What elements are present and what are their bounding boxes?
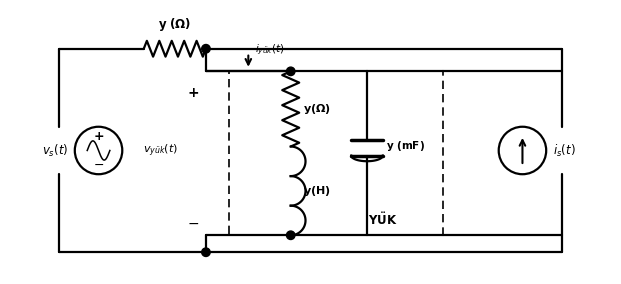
Text: +: +	[188, 86, 199, 100]
Text: $-$: $-$	[188, 216, 199, 230]
Text: $\mathbf{y}$ (mF): $\mathbf{y}$ (mF)	[386, 139, 425, 153]
Text: $i_{y\ddot{u}k}(t)$: $i_{y\ddot{u}k}(t)$	[255, 43, 284, 57]
Text: $\mathbf{y(H)}$: $\mathbf{y(H)}$	[303, 184, 331, 198]
Text: $i_s(t)$: $i_s(t)$	[553, 143, 576, 158]
Bar	[229, 71, 443, 235]
Circle shape	[202, 248, 210, 256]
Circle shape	[286, 231, 295, 239]
Circle shape	[202, 45, 210, 53]
Text: $\mathbf{Y\"{U}K}$: $\mathbf{Y\"{U}K}$	[368, 212, 398, 229]
Text: $-$: $-$	[93, 158, 104, 171]
Circle shape	[286, 67, 295, 76]
Text: $\mathbf{y\ (\Omega)}$: $\mathbf{y\ (\Omega)}$	[158, 16, 191, 33]
Text: $\mathbf{y(\Omega)}$: $\mathbf{y(\Omega)}$	[303, 102, 331, 116]
Text: $v_s(t)$: $v_s(t)$	[42, 143, 68, 158]
Text: +: +	[93, 130, 104, 143]
Text: $v_{y\ddot{u}k}(t)$: $v_{y\ddot{u}k}(t)$	[143, 142, 178, 159]
